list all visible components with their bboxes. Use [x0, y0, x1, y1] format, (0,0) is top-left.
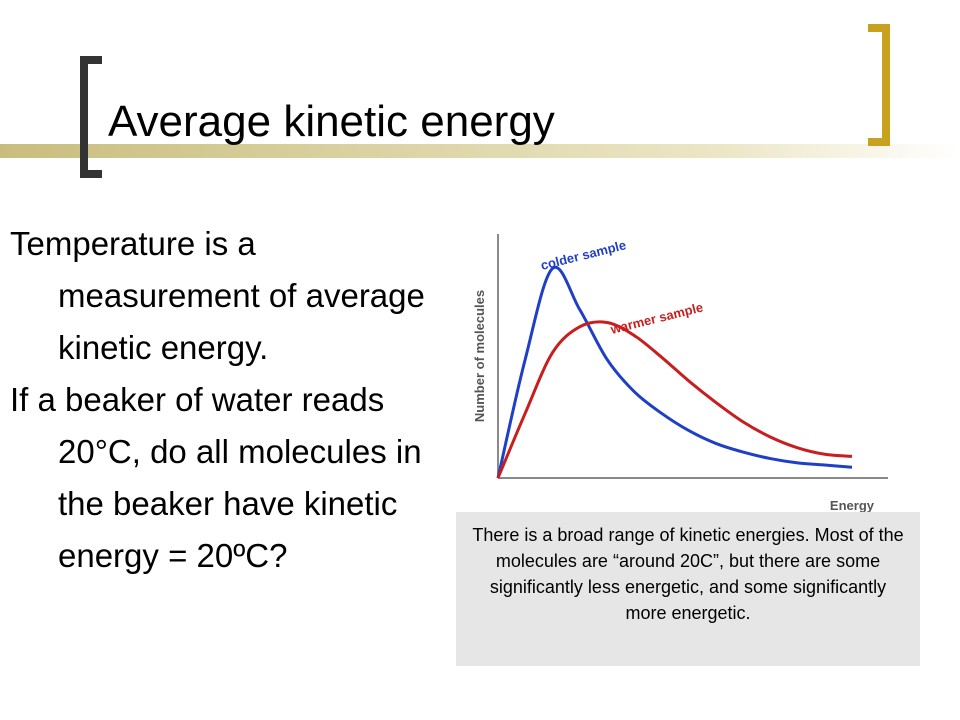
slide-title: Average kinetic energy [108, 97, 555, 146]
decorative-gradient-line [0, 144, 960, 158]
series-line-warmer [496, 320, 853, 479]
body-paragraph: Temperature is a measurement of average … [10, 225, 425, 366]
energy-distribution-chart: Number of molecules Energy colder sample… [472, 234, 888, 513]
slide-body: Temperature is a measurement of average … [10, 218, 430, 582]
series-label-warmer: warmer sample [608, 299, 704, 337]
series-label-colder: colder sample [539, 237, 627, 273]
body-paragraph: If a beaker of water reads 20°C, do all … [10, 381, 422, 574]
x-axis-label: Energy [830, 498, 875, 513]
y-axis-label: Number of molecules [472, 290, 487, 422]
caption-box: There is a broad range of kinetic energi… [456, 512, 920, 666]
right-bracket-decoration [868, 24, 890, 146]
series-line-colder [496, 265, 853, 479]
chart-axes [497, 234, 888, 479]
chart-series [496, 265, 853, 479]
left-bracket-decoration [80, 56, 102, 178]
